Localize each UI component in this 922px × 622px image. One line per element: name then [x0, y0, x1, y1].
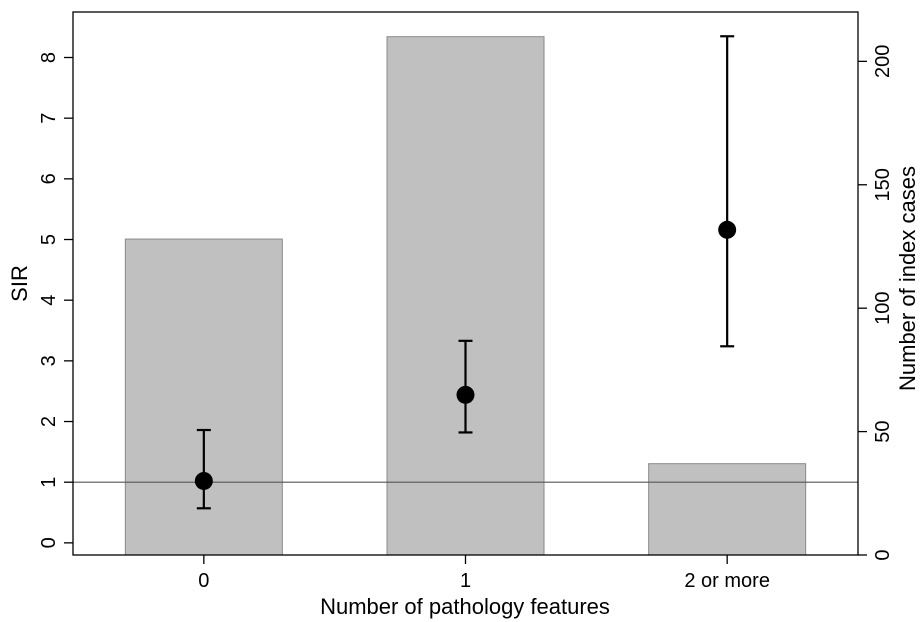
y-tick-label-right-3: 150: [872, 168, 894, 201]
y-tick-label-left-4: 4: [38, 295, 60, 306]
y-tick-label-right-2: 100: [872, 291, 894, 324]
y-tick-label-left-8: 8: [38, 52, 60, 63]
y-tick-label-left-7: 7: [38, 113, 60, 124]
point-group-1: [456, 339, 475, 434]
bar-1: [386, 36, 545, 556]
y-tick-label-left-3: 3: [38, 355, 60, 366]
y-tick-label-left-2: 2: [38, 416, 60, 427]
y-axis-title-left: SIR: [7, 265, 32, 302]
x-axis: 0 1 2 or more: [198, 555, 770, 592]
y-tick-label-right-1: 50: [872, 420, 894, 442]
y-axis-title-right: Number of index cases: [895, 166, 920, 391]
x-tick-label-1: 1: [460, 570, 471, 592]
y-tick-label-right-4: 200: [872, 45, 894, 78]
y-tick-label-left-1: 1: [38, 477, 60, 488]
y-tick-label-left-6: 6: [38, 173, 60, 184]
left-y-axis: 0 1 2 3 4 5 6 7 8: [38, 52, 73, 548]
x-axis-title: Number of pathology features: [320, 594, 610, 619]
y-tick-label-left-0: 0: [38, 537, 60, 548]
y-tick-label-right-0: 0: [872, 549, 894, 560]
bars-layer: [124, 36, 807, 556]
points-layer: [194, 35, 737, 510]
x-tick-label-2: 2 or more: [684, 570, 770, 592]
point-group-0: [194, 428, 213, 510]
sir-point-1: [456, 385, 475, 404]
y-tick-label-left-5: 5: [38, 234, 60, 245]
sir-point-2: [718, 220, 737, 239]
x-tick-label-0: 0: [198, 570, 209, 592]
right-y-axis: 0 50 100 150 200: [858, 45, 894, 561]
sir-point-0: [194, 471, 213, 490]
point-group-2: [718, 35, 737, 348]
bar-2: [648, 463, 807, 556]
